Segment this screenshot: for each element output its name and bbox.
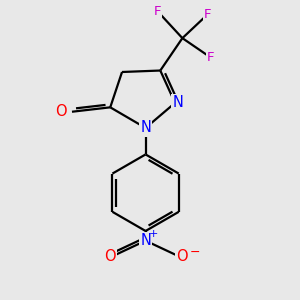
Text: F: F: [154, 4, 161, 18]
Text: N: N: [140, 233, 151, 248]
Text: N: N: [140, 120, 151, 135]
Text: −: −: [190, 246, 200, 259]
Text: O: O: [104, 249, 116, 264]
Text: O: O: [176, 249, 188, 264]
Text: F: F: [207, 51, 214, 64]
Text: O: O: [55, 104, 67, 119]
Text: +: +: [149, 229, 158, 239]
Text: F: F: [204, 8, 211, 21]
Text: N: N: [172, 95, 183, 110]
